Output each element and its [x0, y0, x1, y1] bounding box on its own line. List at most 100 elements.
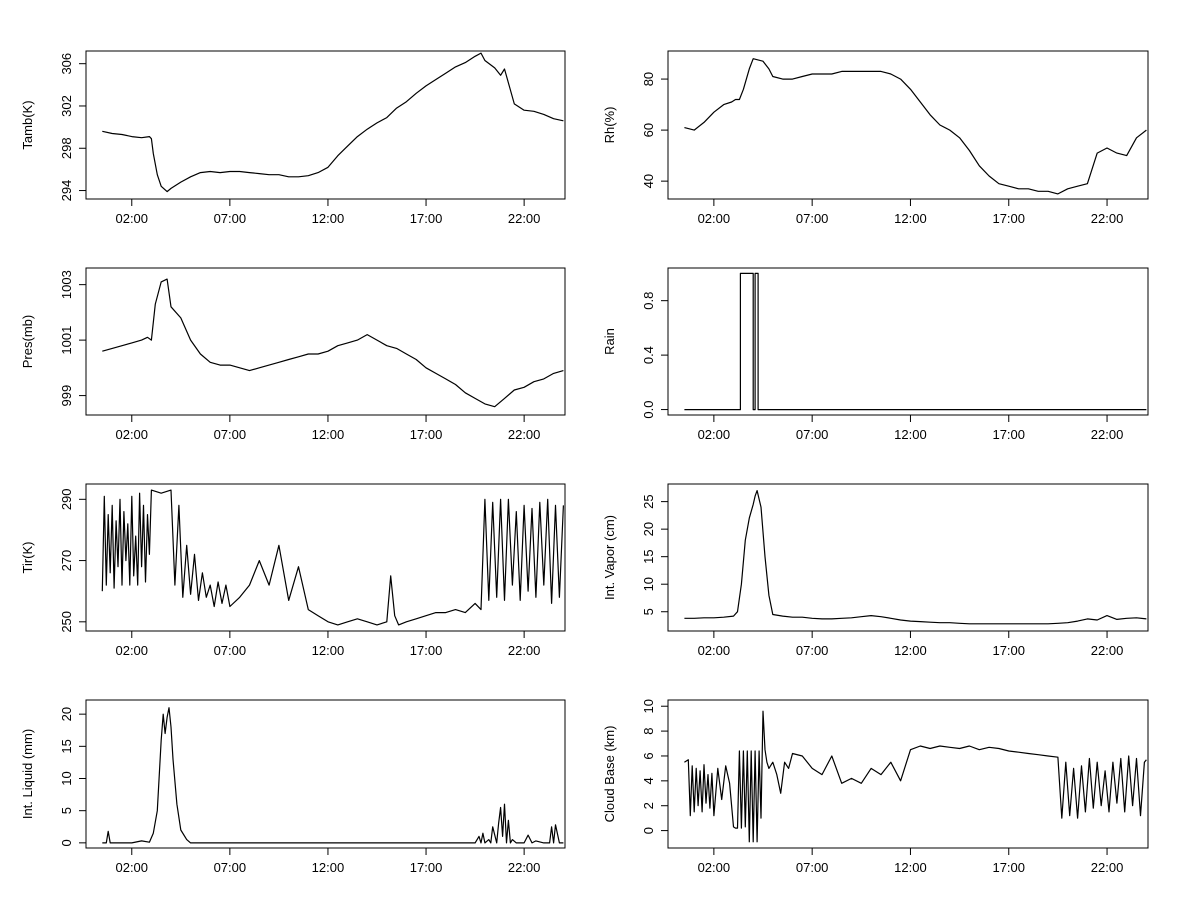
x-tick-label: 02:00 [115, 211, 148, 226]
x-tick-label: 22:00 [508, 211, 541, 226]
y-axis-label: Tamb(K) [20, 100, 35, 149]
x-tick-label: 07:00 [214, 427, 247, 442]
x-tick-label: 07:00 [214, 860, 247, 875]
y-tick-label: 302 [59, 95, 74, 117]
chart-panel-5: 02:00 07:00 12:00 17:00 22:00 250 270 290 Tir(K) [20, 483, 566, 658]
x-tick-label: 12:00 [894, 860, 927, 875]
x-tick-label: 02:00 [115, 643, 148, 658]
y-tick-label: 0.0 [641, 401, 656, 419]
x-tick-label: 12:00 [312, 643, 345, 658]
y-axis-label: Pres(mb) [20, 315, 35, 368]
x-tick-label: 07:00 [796, 427, 829, 442]
chart-panel-1: 02:00 07:00 12:00 17:00 22:00 294 298 302 306 Tam… [20, 50, 566, 226]
y-tick-label: 0.8 [641, 292, 656, 310]
y-tick-label: 80 [641, 72, 656, 86]
chart-panel-4: 02:00 07:00 12:00 17:00 22:00 0.0 0.4 0.8 Rain [602, 267, 1149, 442]
series-line-1 [684, 58, 1147, 195]
x-tick-label: 12:00 [312, 211, 345, 226]
y-tick-label: 298 [59, 137, 74, 159]
y-tick-label: 5 [641, 608, 656, 615]
y-tick-label: 2 [641, 802, 656, 809]
y-tick-label: 20 [59, 707, 74, 721]
y-tick-label: 20 [641, 522, 656, 536]
y-tick-label: 290 [59, 488, 74, 510]
y-tick-label: 5 [59, 807, 74, 814]
y-tick-label: 0 [641, 827, 656, 834]
y-axis-label: Cloud Base (km) [602, 726, 617, 823]
plot-frame [85, 483, 566, 632]
plot-frame [85, 50, 566, 200]
y-tick-label: 1003 [59, 270, 74, 299]
y-axis-label: Int. Liquid (mm) [20, 729, 35, 819]
x-tick-label: 17:00 [410, 211, 443, 226]
x-tick-label: 17:00 [992, 211, 1025, 226]
x-tick-label: 17:00 [410, 427, 443, 442]
y-tick-label: 60 [641, 123, 656, 137]
x-tick-label: 22:00 [1091, 427, 1124, 442]
plot-frame [85, 267, 566, 416]
x-tick-label: 02:00 [698, 860, 731, 875]
x-tick-label: 22:00 [1091, 643, 1124, 658]
x-tick-label: 12:00 [312, 427, 345, 442]
y-tick-label: 270 [59, 550, 74, 572]
x-tick-label: 02:00 [698, 643, 731, 658]
x-tick-label: 07:00 [796, 211, 829, 226]
y-tick-label: 15 [641, 549, 656, 563]
x-tick-label: 02:00 [115, 427, 148, 442]
series-line-1 [101, 489, 564, 626]
plot-frame [667, 699, 1149, 849]
x-tick-label: 02:00 [698, 211, 731, 226]
x-tick-label: 22:00 [508, 427, 541, 442]
y-tick-label: 0.4 [641, 346, 656, 364]
x-tick-label: 17:00 [410, 643, 443, 658]
x-tick-label: 17:00 [410, 860, 443, 875]
y-tick-label: 294 [59, 180, 74, 202]
x-tick-label: 22:00 [508, 643, 541, 658]
x-tick-label: 02:00 [115, 860, 148, 875]
series-line-1 [102, 707, 564, 844]
x-tick-label: 22:00 [1091, 211, 1124, 226]
y-tick-label: 25 [641, 494, 656, 508]
y-tick-label: 0 [59, 839, 74, 846]
x-tick-label: 02:00 [698, 427, 731, 442]
x-tick-label: 12:00 [894, 211, 927, 226]
x-tick-label: 12:00 [312, 860, 345, 875]
plot-frame [85, 699, 566, 849]
series-line-1 [684, 710, 1147, 843]
y-tick-label: 10 [59, 771, 74, 785]
x-tick-label: 12:00 [894, 427, 927, 442]
y-axis-label: Rh(%) [602, 107, 617, 144]
chart-panel-8: 02:00 07:00 12:00 17:00 22:00 0 2 4 6 8 10 Cloud Ba… [602, 699, 1149, 875]
y-axis-label: Tir(K) [20, 541, 35, 573]
y-tick-label: 10 [641, 699, 656, 713]
chart-panel-6: 02:00 07:00 12:00 17:00 22:00 5 10 15 20 25 Int. V… [602, 483, 1149, 658]
series-line-1 [102, 278, 564, 408]
chart-panel-3: 02:00 07:00 12:00 17:00 22:00 999 1001 1003 Pres… [20, 267, 566, 442]
plot-frame [667, 267, 1149, 416]
x-tick-label: 07:00 [796, 860, 829, 875]
x-tick-label: 17:00 [992, 860, 1025, 875]
x-tick-label: 07:00 [214, 211, 247, 226]
y-tick-label: 250 [59, 611, 74, 633]
y-tick-label: 10 [641, 577, 656, 591]
series-line-1 [102, 52, 564, 193]
y-axis-label: Int. Vapor (cm) [602, 515, 617, 600]
x-tick-label: 22:00 [1091, 860, 1124, 875]
series-line-1 [684, 490, 1147, 625]
plot-frame [667, 50, 1149, 200]
y-axis-label: Rain [602, 328, 617, 355]
chart-panel-7: 02:00 07:00 12:00 17:00 22:00 0 5 10 15 20 Int. Li… [20, 699, 566, 875]
x-tick-label: 07:00 [796, 643, 829, 658]
x-tick-label: 17:00 [992, 643, 1025, 658]
y-tick-label: 6 [641, 752, 656, 759]
y-tick-label: 40 [641, 174, 656, 188]
y-tick-label: 4 [641, 777, 656, 784]
y-tick-label: 1001 [59, 326, 74, 355]
x-tick-label: 22:00 [508, 860, 541, 875]
plot-frame [667, 483, 1149, 632]
y-tick-label: 15 [59, 739, 74, 753]
x-tick-label: 07:00 [214, 643, 247, 658]
y-tick-label: 306 [59, 53, 74, 75]
x-tick-label: 17:00 [992, 427, 1025, 442]
